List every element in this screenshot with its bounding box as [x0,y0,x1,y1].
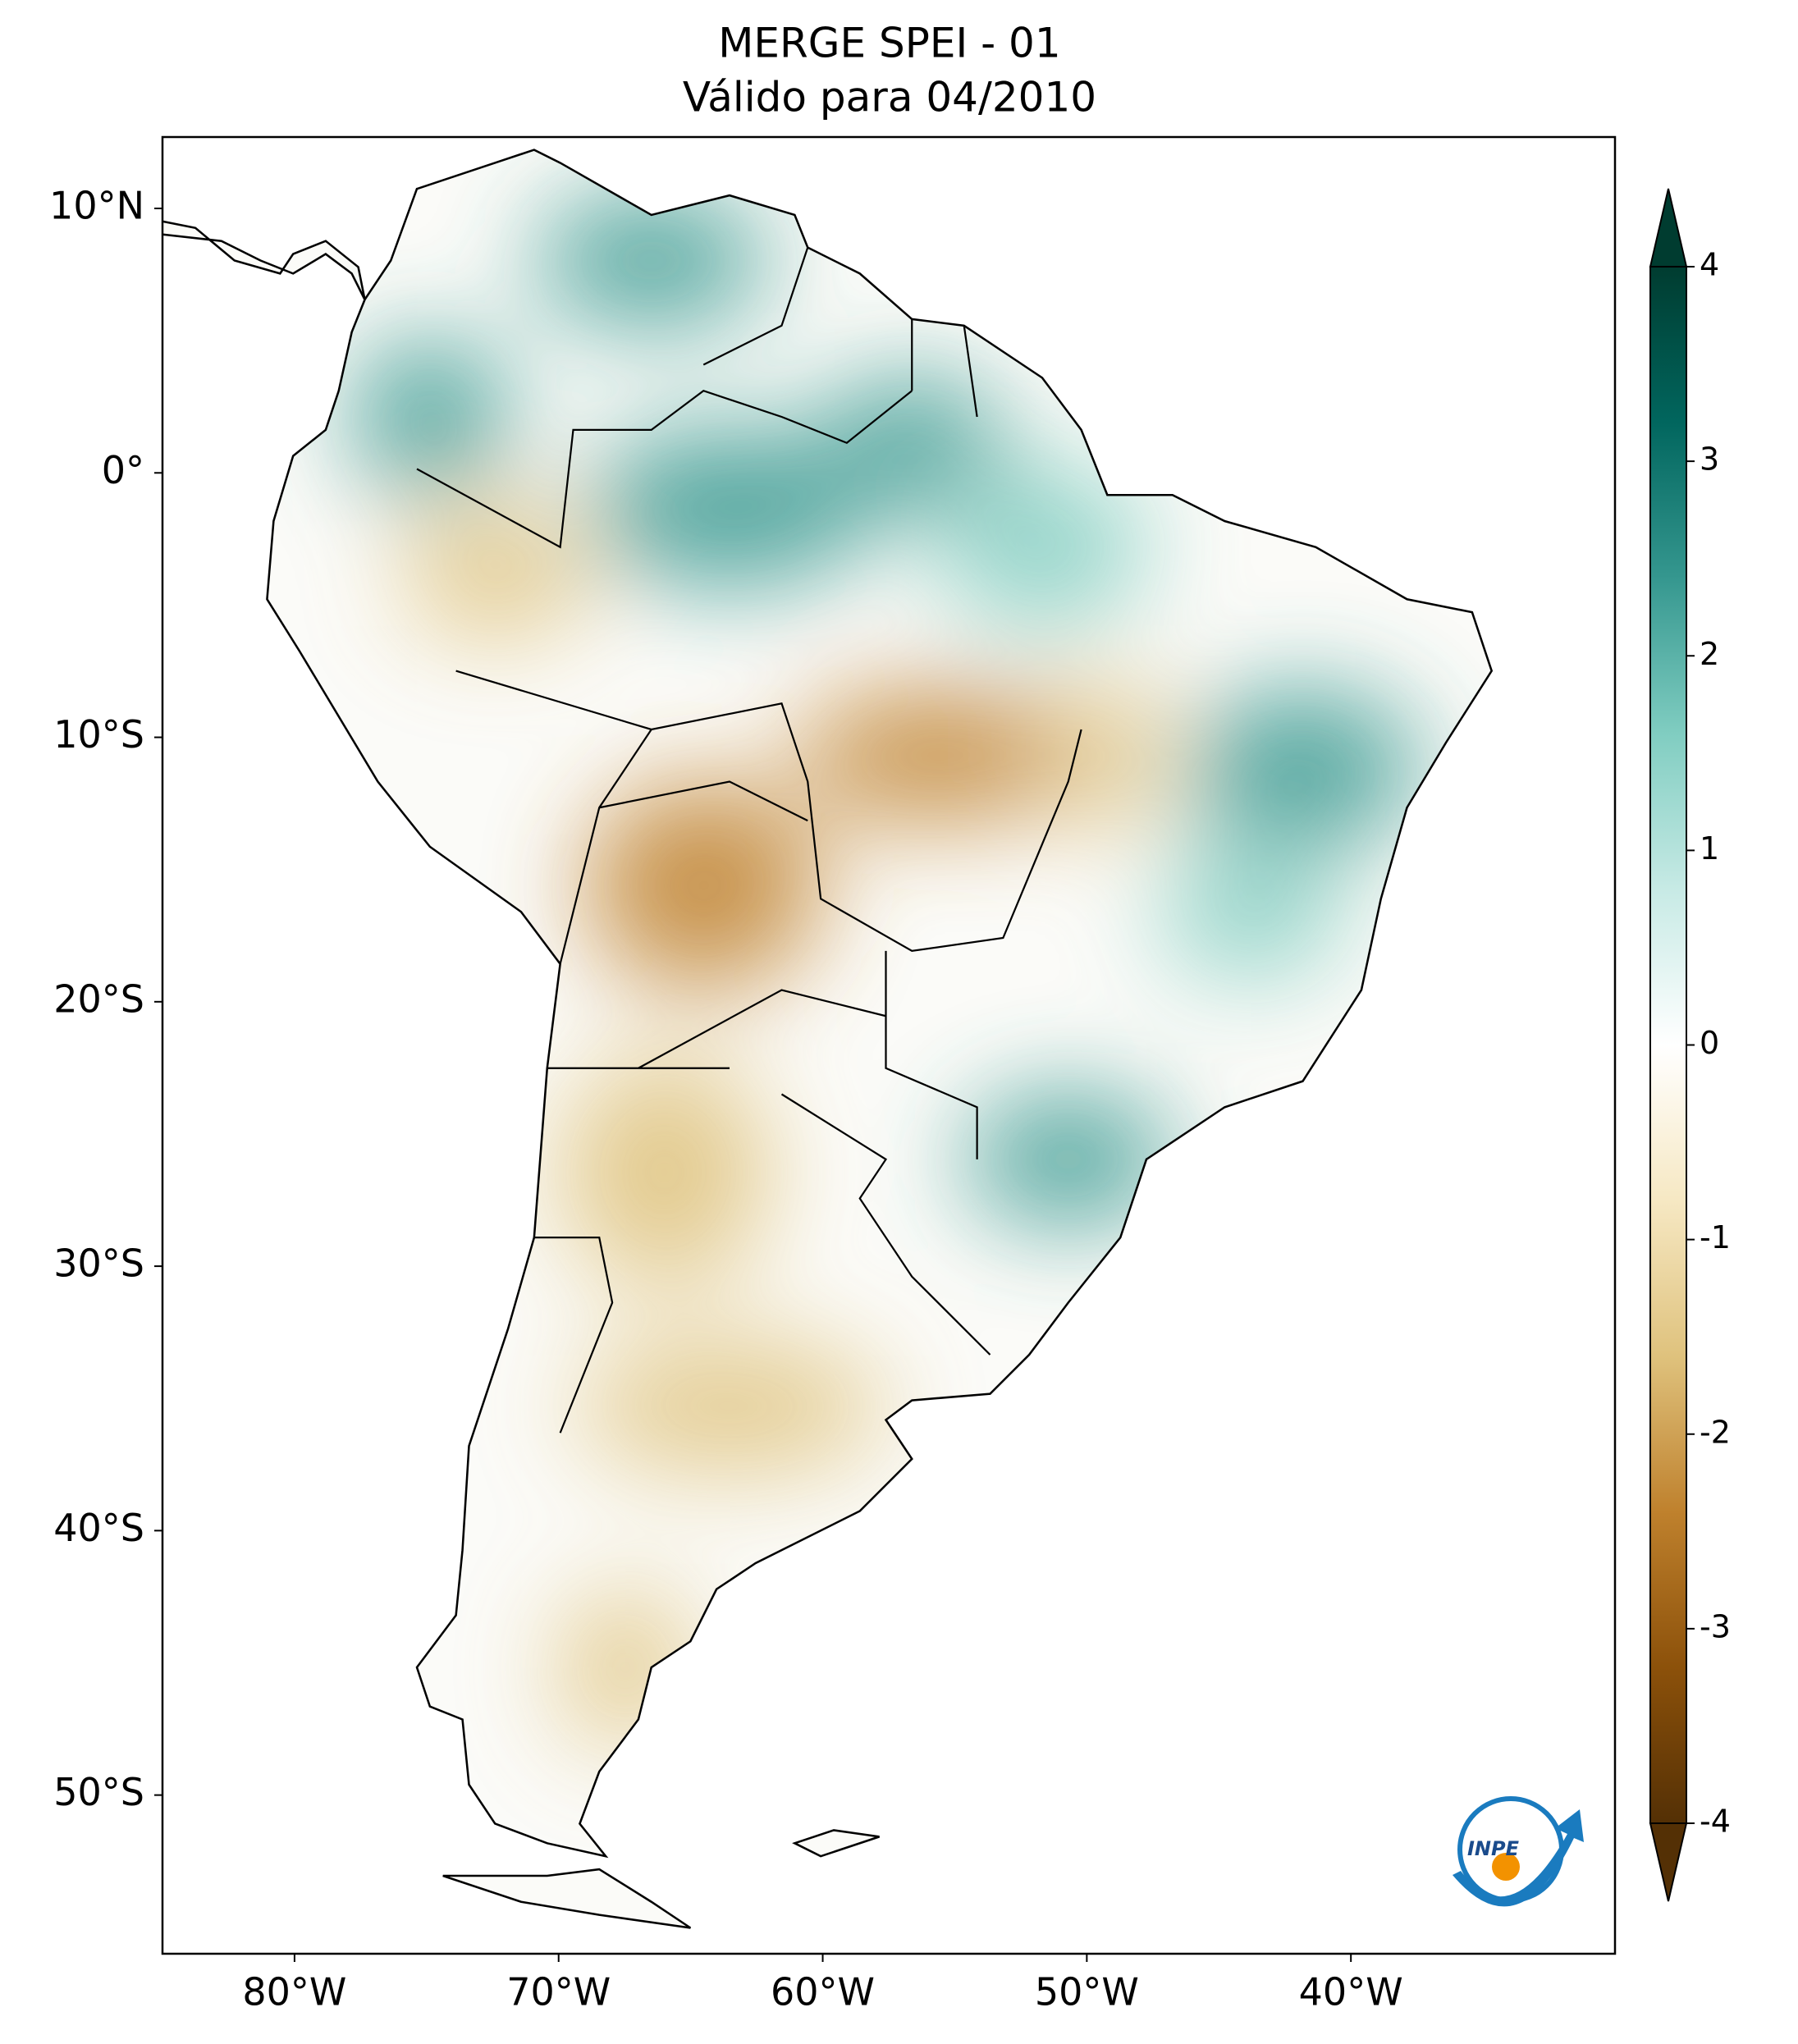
y-tick-label: 0° [102,448,144,492]
colorbar-extend-bottom [1649,1822,1688,1902]
colorbar-tick-label: 1 [1700,830,1719,867]
y-tick-label: 20°S [53,976,144,1021]
y-tick-label: 40°S [53,1506,144,1550]
logo-text: INPE [1467,1837,1520,1860]
colorbar-tick-label: -2 [1700,1414,1731,1450]
colorbar-tick-label: 0 [1700,1025,1719,1061]
colorbar-tick-label: -1 [1700,1219,1731,1255]
colorbar-extend-top [1649,188,1688,268]
colorbar-tick-label: 4 [1700,247,1719,283]
borders [416,247,1082,1434]
colorbar-tick-label: -4 [1700,1804,1731,1840]
x-tick-label: 60°W [771,1970,875,2014]
x-tick-label: 40°W [1299,1970,1403,2014]
logo: INPE [1453,1796,1584,1907]
x-tick-label: 70°W [506,1970,611,2014]
y-tick-label: 30°S [53,1241,144,1286]
colorbar-tick-label: 3 [1700,441,1719,478]
colorbar-tick-label: 2 [1700,636,1719,672]
x-tick-label: 80°W [242,1970,346,2014]
chart-subtitle: Válido para 04/2010 [683,74,1096,121]
coastline [162,149,1494,1929]
x-tick-label: 50°W [1035,1970,1139,2014]
y-tick-label: 10°N [49,184,144,228]
y-tick-label: 10°S [53,712,144,757]
y-tick-label: 50°S [53,1770,144,1814]
colorbar [1649,266,1687,1824]
frame [161,135,1617,1955]
map-area: INPE [162,149,1584,1929]
chart-title: MERGE SPEI - 01 [718,20,1060,67]
colorbar-tick-label: -3 [1700,1608,1731,1644]
